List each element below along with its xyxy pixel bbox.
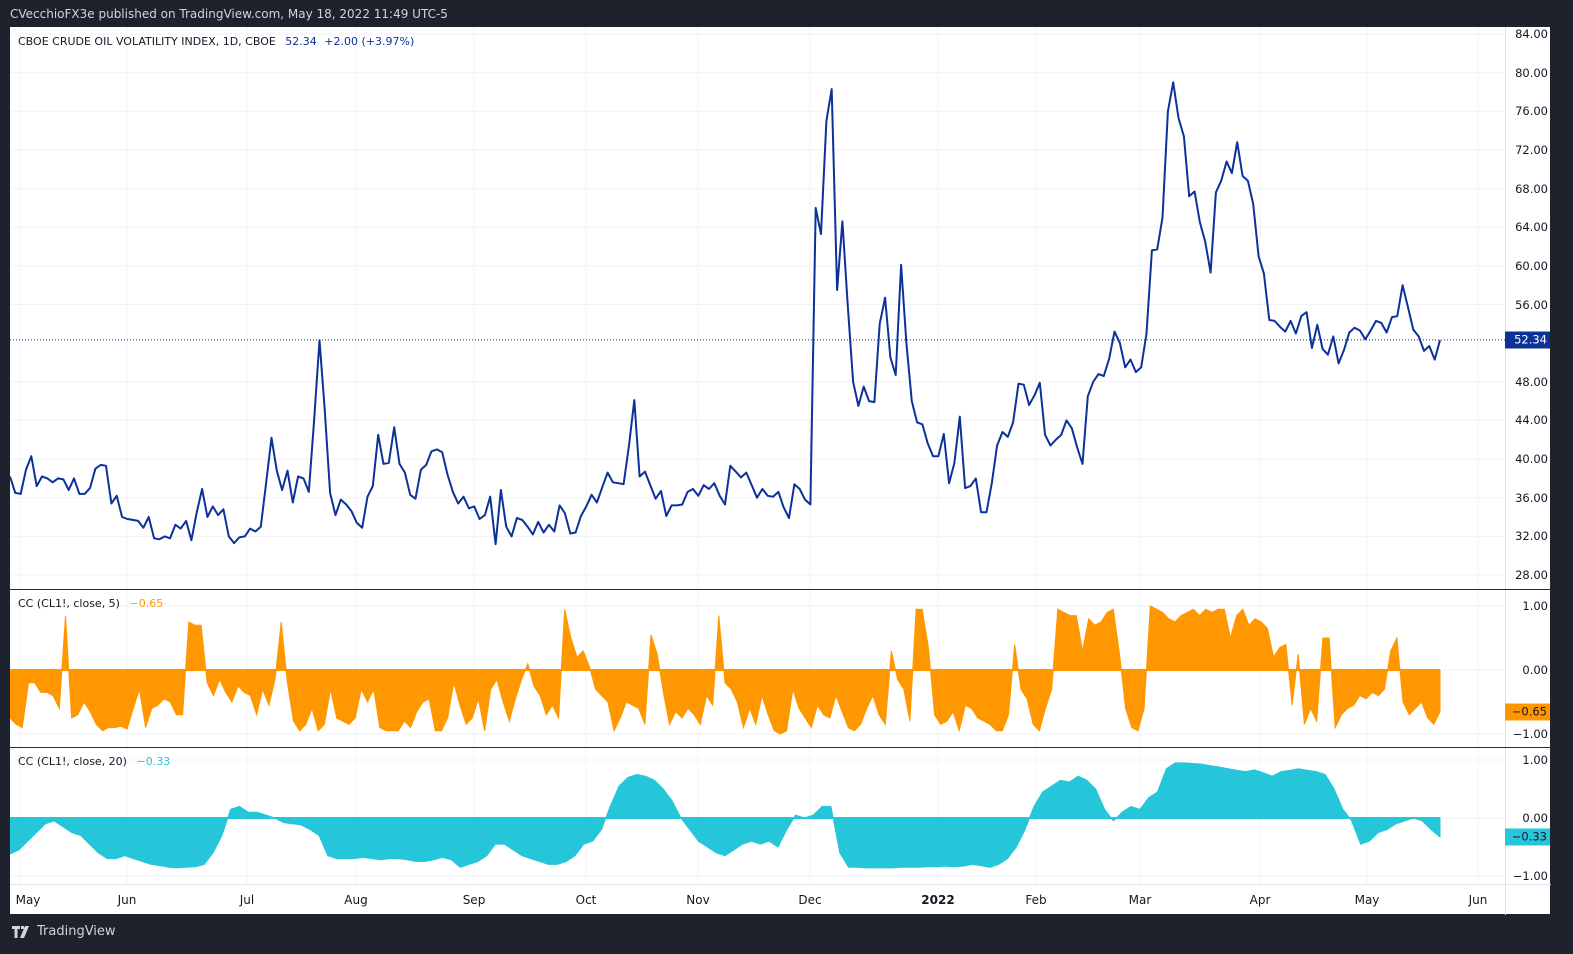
cc20-axis[interactable]: 1.00 0.00 −1.00	[1505, 748, 1551, 884]
time-axis[interactable]: May Jun Jul Aug Sep Oct Nov Dec 2022 Feb Mar Apr May…	[10, 884, 1505, 915]
publisher-line: CVecchioFX3e published on TradingView.co…	[10, 7, 448, 21]
brand-name: TradingView	[37, 924, 116, 939]
last-price-tag: 52.34	[1505, 331, 1550, 349]
time-label: Sep	[462, 893, 486, 907]
cc20-value-tag: −0.33	[1505, 828, 1550, 846]
time-label: Apr	[1249, 893, 1271, 907]
cc-tick: −1.00	[1512, 727, 1548, 741]
time-label: Dec	[798, 893, 822, 907]
price-legend: CBOE CRUDE OIL VOLATILITY INDEX, 1D, CBO…	[18, 35, 414, 48]
cc5-value: −0.65	[129, 597, 164, 610]
cc20-pane[interactable]: CC (CL1!, close, 20) −0.33	[10, 748, 1505, 884]
time-label: Jun	[1468, 893, 1488, 907]
price-tick: 84.00	[1515, 27, 1548, 41]
cc5-value-tag: −0.65	[1505, 703, 1550, 721]
cc5-axis[interactable]: 1.00 0.00 −1.00	[1505, 590, 1551, 747]
cc5-legend: CC (CL1!, close, 5) −0.65	[18, 597, 163, 610]
time-label: May	[1354, 893, 1380, 907]
cc5-area-chart	[10, 590, 1505, 747]
time-label: May	[15, 893, 41, 907]
time-label: Mar	[1128, 893, 1152, 907]
price-tick: 64.00	[1515, 220, 1548, 235]
pane-separator[interactable]	[10, 589, 1550, 590]
price-tick: 80.00	[1515, 65, 1548, 80]
cc20-area-chart	[10, 748, 1505, 884]
price-tick: 56.00	[1515, 297, 1548, 312]
cc-tick: 0.00	[1522, 811, 1548, 825]
price-tick: 68.00	[1515, 181, 1548, 196]
cc20-title[interactable]: CC (CL1!, close, 20)	[18, 755, 127, 768]
cc-tick: 1.00	[1522, 753, 1548, 767]
cc20-value: −0.33	[136, 755, 171, 768]
price-tick: 60.00	[1515, 258, 1548, 273]
cc5-title[interactable]: CC (CL1!, close, 5)	[18, 597, 120, 610]
time-label: Feb	[1025, 893, 1047, 907]
cc20-legend: CC (CL1!, close, 20) −0.33	[18, 755, 170, 768]
time-label: Oct	[575, 893, 597, 907]
time-label: Jun	[117, 893, 137, 907]
price-tick: 36.00	[1515, 490, 1548, 505]
change-value: +2.00 (+3.97%)	[324, 35, 415, 48]
symbol-title[interactable]: CBOE CRUDE OIL VOLATILITY INDEX, 1D, CBO…	[18, 35, 276, 48]
pane-separator[interactable]	[10, 747, 1550, 748]
price-tick: 40.00	[1515, 452, 1548, 467]
chart-frame: CBOE CRUDE OIL VOLATILITY INDEX, 1D, CBO…	[10, 27, 1551, 915]
time-label: Nov	[686, 893, 710, 907]
price-tick: 28.00	[1515, 568, 1548, 582]
tradingview-logo-icon	[12, 925, 29, 938]
axis-corner	[1505, 884, 1551, 915]
price-tick: 76.00	[1515, 104, 1548, 119]
cc5-pane[interactable]: CC (CL1!, close, 5) −0.65	[10, 590, 1505, 747]
price-line-chart	[10, 27, 1505, 589]
last-value: 52.34	[285, 35, 317, 48]
price-tick: 44.00	[1515, 413, 1548, 428]
cc-tick: −1.00	[1512, 869, 1548, 883]
cc-tick: 1.00	[1522, 599, 1548, 613]
cc-tick: 0.00	[1522, 663, 1548, 677]
price-pane[interactable]: CBOE CRUDE OIL VOLATILITY INDEX, 1D, CBO…	[10, 27, 1505, 589]
footer-brand[interactable]: TradingView	[12, 924, 116, 939]
price-axis[interactable]: 84.00 80.00 76.00 72.00 68.00 64.00 60.00 56.00…	[1505, 27, 1551, 589]
price-tick: 48.00	[1515, 374, 1548, 389]
time-label: 2022	[921, 893, 955, 907]
price-tick: 32.00	[1515, 529, 1548, 544]
price-tick: 72.00	[1515, 142, 1548, 157]
time-label: Jul	[239, 893, 255, 907]
time-label: Aug	[344, 893, 368, 907]
